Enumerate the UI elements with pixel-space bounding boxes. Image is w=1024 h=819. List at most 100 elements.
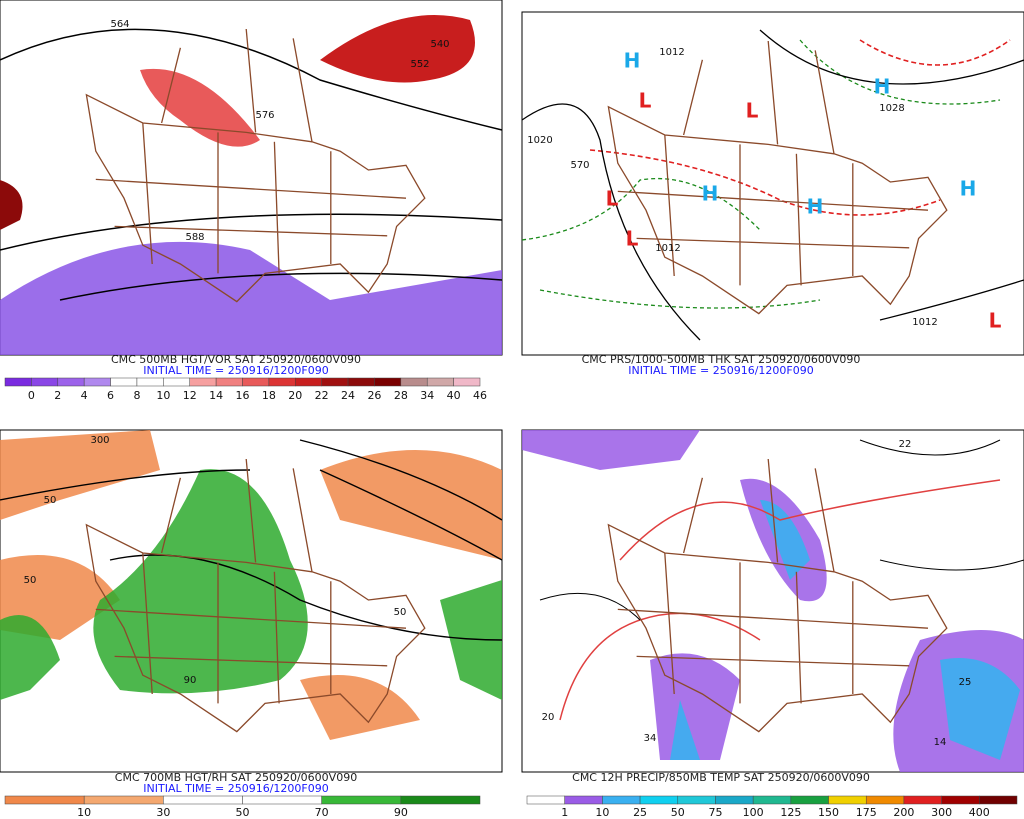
pressure-center: L [746,99,759,123]
colorbar-label: 90 [394,806,408,819]
colorbar-label: 46 [473,389,487,402]
pressure-center: L [639,89,652,113]
contour-label: 20 [542,712,555,723]
colorbar-swatch [83,377,111,387]
contour-label: 570 [570,160,589,171]
contour-label: 540 [430,39,449,50]
colorbar-label: 26 [367,389,381,402]
contour-label: 1012 [659,47,684,58]
map-panel [521,11,1024,356]
colorbar-label: 10 [156,389,170,402]
colorbar-label: 300 [931,806,952,819]
pressure-center: H [874,75,891,99]
colorbar-label: 20 [288,389,302,402]
colorbar-swatch [790,795,829,805]
map-title: CMC 700MB HGT/RH SAT 250920/0600V090 [115,771,357,784]
contour-label: 1028 [879,103,904,114]
contour-label: 1020 [527,135,552,146]
colorbar-swatch [752,795,792,805]
colorbar-label: 70 [315,806,329,819]
colorbar-label: 10 [595,806,609,819]
colorbar-swatch [242,795,322,805]
colorbar-swatch [941,795,980,805]
pressure-center: H [960,177,977,201]
colorbar-label: 12 [183,389,197,402]
colorbar-swatch [4,795,85,805]
colorbar-swatch [295,377,322,387]
colorbar-swatch [453,377,481,387]
colorbar-swatch [110,377,138,387]
colorbar-label: 8 [133,389,140,402]
map-title: CMC 500MB HGT/VOR SAT 250920/0600V090 [111,353,361,366]
colorbar-label: 0 [28,389,35,402]
contour-label: 25 [959,677,972,688]
colorbar-label: 4 [81,389,88,402]
colorbar-swatch [347,377,375,387]
colorbar-swatch [374,377,402,387]
map-panel [0,429,503,773]
colorbar-label: 10 [77,806,91,819]
colorbar-label: 50 [236,806,250,819]
colorbar-swatch [163,377,190,387]
pressure-center: H [624,49,641,73]
colorbar-label: 400 [969,806,990,819]
map-title: CMC 12H PRECIP/850MB TEMP SAT 250920/060… [572,771,870,784]
colorbar-swatch [321,377,349,387]
colorbar-swatch [526,795,565,805]
colorbar-label: 100 [743,806,764,819]
colorbar-label: 6 [107,389,114,402]
colorbar-swatch [83,795,164,805]
colorbar-swatch [602,795,641,805]
map-panel [0,0,503,356]
colorbar-label: 1 [561,806,568,819]
pressure-center: L [989,309,1002,333]
colorbar-label: 24 [341,389,355,402]
colorbar-label: 14 [209,389,223,402]
contour-label: 14 [934,737,947,748]
colorbar-label: 25 [633,806,647,819]
colorbar-swatch [828,795,867,805]
colorbar-swatch [979,795,1018,805]
colorbar-label: 16 [236,389,250,402]
colorbar-swatch [268,377,296,387]
contour-label: 300 [90,435,109,446]
colorbar-swatch [189,377,217,387]
colorbar-label: 50 [671,806,685,819]
contour-label: 22 [899,439,912,450]
colorbar-swatch [4,377,32,387]
colorbar-swatch [865,795,905,805]
colorbar-label: 200 [893,806,914,819]
initial-time: INITIAL TIME = 250916/1200F090 [143,364,328,377]
colorbar-label: 125 [780,806,801,819]
colorbar-swatch [31,377,59,387]
colorbar-label: 34 [420,389,434,402]
colorbar-swatch [677,795,716,805]
contour-label: 90 [184,675,197,686]
colorbar-swatch [639,795,679,805]
pressure-center: L [606,187,619,211]
map-panel [521,429,1024,773]
colorbar-label: 175 [856,806,877,819]
colorbar-swatch [136,377,164,387]
contour-label: 1012 [912,317,937,328]
colorbar-label: 40 [447,389,461,402]
colorbar-swatch [400,377,428,387]
colorbar-label: 18 [262,389,276,402]
colorbar-swatch [564,795,603,805]
contour-label: 576 [255,110,274,121]
colorbar-swatch [163,795,243,805]
colorbar-label: 2 [54,389,61,402]
contour-label: 552 [410,59,429,70]
colorbar-swatch [715,795,754,805]
pressure-center: L [626,227,639,251]
contour-label: 50 [44,495,57,506]
colorbar-swatch [321,795,402,805]
contour-label: 50 [394,607,407,618]
contour-label: 588 [185,232,204,243]
colorbar-label: 150 [818,806,839,819]
colorbar-swatch [400,795,481,805]
initial-time: INITIAL TIME = 250916/1200F090 [143,782,328,795]
colorbar-label: 22 [315,389,329,402]
colorbar-swatch [903,795,942,805]
